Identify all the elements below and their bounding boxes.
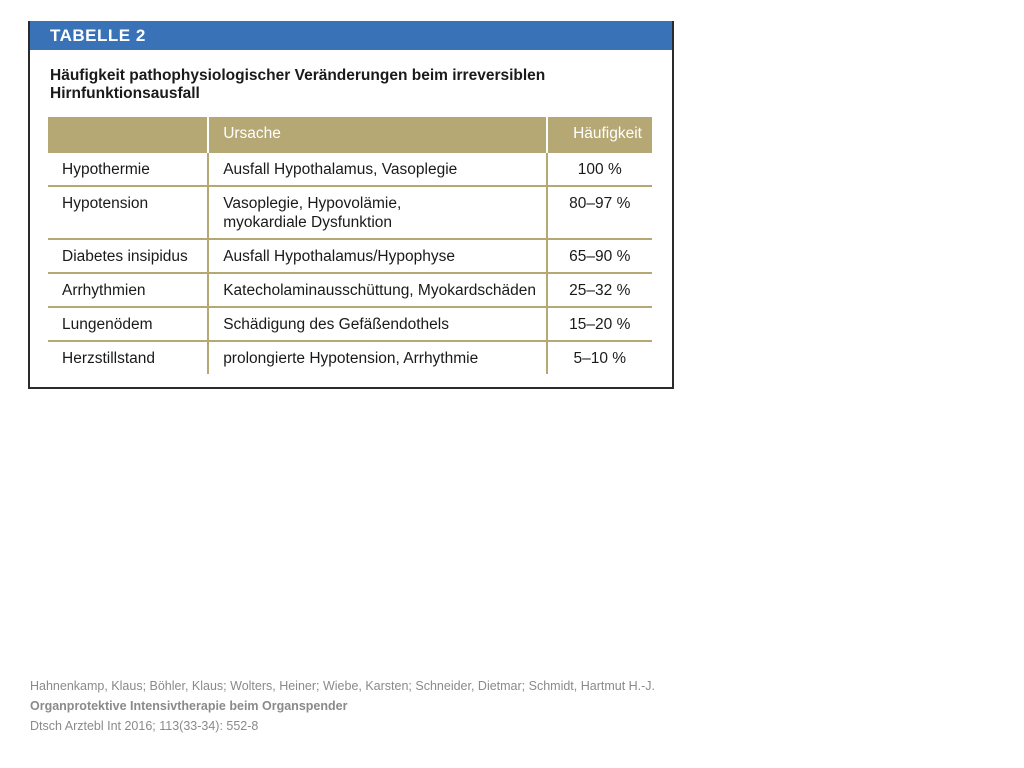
cell-frequency: 5–10 % — [545, 340, 652, 374]
cell-cause: Katecholaminausschüttung, Myokardschäden — [207, 272, 547, 307]
cell-frequency: 25–32 % — [545, 272, 652, 307]
cause-line: Ausfall Hypothalamus/Hypophyse — [223, 248, 455, 265]
table-title-line1: Häufigkeit pathophysiologischer Veränder… — [50, 67, 546, 84]
cell-cause: Vasoplegie, Hypovolämie, myokardiale Dys… — [207, 185, 547, 239]
table-row: Hypotension Vasoplegie, Hypovolämie, myo… — [48, 185, 652, 239]
table-header-row: Ursache Häufigkeit — [48, 117, 652, 152]
header-condition — [48, 117, 209, 152]
table-label: TABELLE 2 — [30, 21, 672, 50]
cause-line: Schädigung des Gefäßendothels — [223, 316, 449, 333]
cause-line: prolongierte Hypotension, Arrhythmie — [223, 350, 479, 367]
cell-condition: Herzstillstand — [48, 340, 209, 374]
table-title: Häufigkeit pathophysiologischer Veränder… — [50, 67, 672, 103]
citation-title: Organprotektive Intensivtherapie beim Or… — [30, 699, 348, 713]
cell-cause: Ausfall Hypothalamus/Hypophyse — [207, 238, 547, 273]
citation: Hahnenkamp, Klaus; Böhler, Klaus; Wolter… — [30, 676, 655, 736]
cell-cause: Schädigung des Gefäßendothels — [207, 306, 547, 341]
header-cause: Ursache — [207, 117, 547, 152]
cell-cause: prolongierte Hypotension, Arrhythmie — [207, 340, 547, 374]
cause-line: myokardiale Dysfunktion — [223, 214, 393, 231]
table-row: Diabetes insipidus Ausfall Hypothalamus/… — [48, 238, 652, 273]
table-row: Arrhythmien Katecholaminausschüttung, My… — [48, 272, 652, 307]
citation-authors: Hahnenkamp, Klaus; Böhler, Klaus; Wolter… — [30, 679, 656, 693]
cell-condition: Hypotension — [48, 185, 209, 239]
frequency-table: Ursache Häufigkeit Hypothermie Ausfall H… — [48, 117, 652, 374]
table-row: Hypothermie Ausfall Hypothalamus, Vasopl… — [48, 151, 652, 186]
cause-line: Vasoplegie, Hypovolämie, — [223, 195, 402, 212]
table-row: Lungenödem Schädigung des Gefäßendothels… — [48, 306, 652, 341]
table-figure: TABELLE 2 Häufigkeit pathophysiologische… — [28, 21, 674, 389]
cell-cause: Ausfall Hypothalamus, Vasoplegie — [207, 151, 547, 186]
cell-condition: Arrhythmien — [48, 272, 209, 307]
cause-line: Ausfall Hypothalamus, Vasoplegie — [223, 161, 458, 178]
table-title-line2: Hirnfunktionsausfall — [50, 85, 200, 102]
cell-condition: Lungenödem — [48, 306, 209, 341]
cell-frequency: 80–97 % — [545, 185, 652, 239]
cause-line: Katecholaminausschüttung, Myokardschäden — [223, 282, 536, 299]
cell-condition: Diabetes insipidus — [48, 238, 209, 273]
table-row: Herzstillstand prolongierte Hypotension,… — [48, 340, 652, 374]
header-frequency: Häufigkeit — [545, 117, 652, 152]
cell-frequency: 65–90 % — [545, 238, 652, 273]
cell-condition: Hypothermie — [48, 151, 209, 186]
cell-frequency: 15–20 % — [545, 306, 652, 341]
citation-source: Dtsch Arztebl Int 2016; 113(33-34): 552-… — [30, 719, 259, 733]
cell-frequency: 100 % — [545, 151, 652, 186]
